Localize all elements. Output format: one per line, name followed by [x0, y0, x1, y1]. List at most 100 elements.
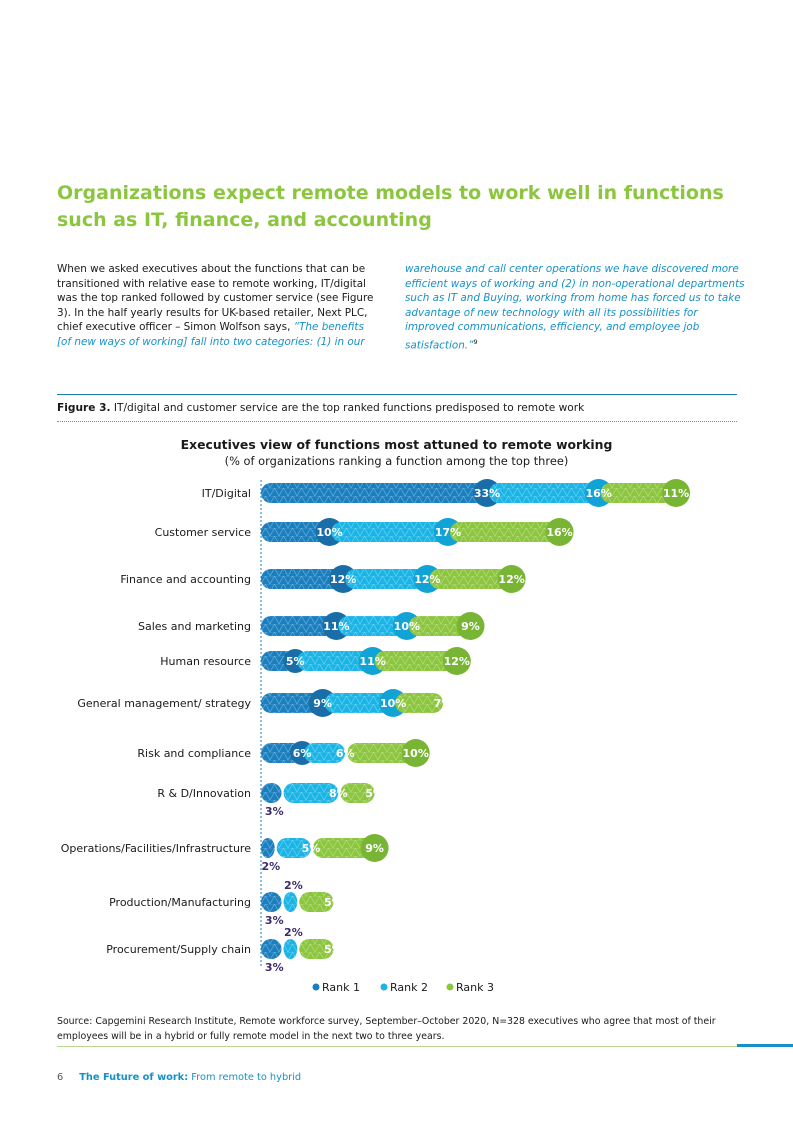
footer-title-rest: From remote to hybrid	[188, 1072, 302, 1083]
data-label: 16%	[546, 526, 572, 539]
data-label: 11%	[359, 655, 385, 668]
bar-segment-rank3	[312, 838, 375, 858]
bar-segment-rank1	[261, 939, 282, 959]
data-label: 8%	[329, 787, 348, 800]
bottom-accent-bar	[737, 1044, 793, 1047]
bar-segment-rank1	[261, 569, 344, 589]
figure-caption: Figure 3. IT/digital and customer servic…	[57, 402, 584, 414]
bar-segment-rank2	[283, 939, 298, 959]
bar-segment-rank3	[408, 616, 471, 636]
data-label: 7%	[434, 697, 453, 710]
bar-segment-rank1	[261, 783, 282, 803]
data-label: 5%	[286, 655, 305, 668]
data-label: 12%	[444, 655, 470, 668]
source-note: Source: Capgemini Research Institute, Re…	[57, 1016, 716, 1042]
data-label: 17%	[435, 526, 461, 539]
bar-segment-rank1	[261, 483, 488, 503]
data-label: 9%	[313, 697, 332, 710]
bar-segment-rank2	[283, 783, 339, 803]
legend-swatch-rank2	[380, 983, 388, 991]
figure-top-rule	[57, 394, 737, 395]
data-label: 6%	[336, 747, 355, 760]
legend-swatch-rank1	[312, 983, 320, 991]
data-label: 10%	[394, 620, 420, 633]
data-label: 11%	[323, 620, 349, 633]
category-label: Sales and marketing	[138, 620, 251, 633]
bar-segment-rank2	[304, 743, 346, 763]
bottom-rule	[57, 1046, 737, 1047]
footnote-marker: 9	[473, 337, 478, 346]
bar-segment-rank2	[338, 616, 407, 636]
data-label: 3%	[265, 914, 284, 927]
category-label: Production/Manufacturing	[109, 896, 251, 909]
data-label: 2%	[284, 879, 303, 892]
page-footer: 6 The Future of work: From remote to hybr…	[57, 1072, 301, 1083]
data-label: 11%	[663, 487, 689, 500]
bar-segment-rank3	[347, 743, 416, 763]
data-label: 9%	[365, 842, 384, 855]
data-label: 2%	[262, 860, 281, 873]
category-label: Finance and accounting	[120, 573, 251, 586]
value-marker-rank3	[456, 612, 485, 640]
footer-title-bold: The Future of work:	[79, 1072, 189, 1083]
bar-segment-rank2	[345, 569, 428, 589]
data-label: 2%	[284, 926, 303, 939]
body-right-column: warehouse and call center operations we …	[405, 262, 745, 353]
bar-segment-rank3	[395, 693, 444, 713]
value-marker-rank3	[360, 834, 389, 862]
body-left-column: When we asked executives about the funct…	[57, 262, 379, 350]
value-marker-rank3	[401, 739, 430, 767]
body-right-quote: warehouse and call center operations we …	[405, 263, 745, 352]
legend-label-rank3: Rank 3	[456, 981, 494, 994]
value-marker-rank3	[662, 479, 690, 507]
category-label: General management/ strategy	[77, 697, 251, 710]
data-label: 9%	[461, 620, 480, 633]
bar-segment-rank2	[276, 838, 311, 858]
bar-segment-rank2	[297, 651, 373, 671]
legend-swatch-rank3	[446, 983, 454, 991]
bar-segment-rank2	[331, 522, 448, 542]
figure-caption-text: IT/digital and customer service are the …	[113, 402, 585, 414]
data-label: 5%	[365, 787, 384, 800]
data-label: 12%	[330, 573, 356, 586]
data-label: 16%	[585, 487, 611, 500]
bar-segment-rank2	[324, 693, 394, 713]
data-label: 6%	[293, 747, 312, 760]
bar-segment-rank3	[299, 892, 334, 912]
page-number: 6	[57, 1072, 64, 1083]
category-label: R & D/Innovation	[157, 787, 251, 800]
figure-label: Figure 3.	[57, 402, 111, 414]
data-label: 5%	[302, 842, 321, 855]
category-label: Customer service	[155, 526, 252, 539]
bar-segment-rank2	[283, 892, 298, 912]
category-label: IT/Digital	[202, 487, 251, 500]
bar-segment-rank3	[374, 651, 457, 671]
bar-segment-rank1	[261, 838, 275, 858]
legend-label-rank1: Rank 1	[322, 981, 360, 994]
data-label: 5%	[324, 896, 343, 909]
data-label: 5%	[324, 943, 343, 956]
body-left-text: When we asked executives about the funct…	[57, 263, 374, 334]
data-label: 3%	[265, 961, 284, 974]
bar-segment-rank1	[261, 616, 337, 636]
bar-segment-rank1	[261, 892, 282, 912]
category-label: Procurement/Supply chain	[106, 943, 251, 956]
bar-segment-rank1	[261, 522, 330, 542]
category-label: Risk and compliance	[137, 747, 251, 760]
value-marker-rank3	[497, 565, 526, 593]
bar-segment-rank2	[489, 483, 599, 503]
category-label: Human resource	[160, 655, 251, 668]
figure-dotted-rule	[57, 421, 737, 422]
data-label: 12%	[414, 573, 440, 586]
data-label: 3%	[265, 805, 284, 818]
data-label: 33%	[474, 487, 500, 500]
chart-subtitle: (% of organizations ranking a function a…	[224, 454, 569, 468]
bar-segment-rank3	[449, 522, 560, 542]
data-label: 12%	[498, 573, 524, 586]
value-marker-rank3	[545, 518, 574, 546]
data-label: 10%	[316, 526, 342, 539]
bar-segment-rank3	[429, 569, 512, 589]
data-label: 10%	[380, 697, 406, 710]
bar-segment-rank3	[340, 783, 375, 803]
